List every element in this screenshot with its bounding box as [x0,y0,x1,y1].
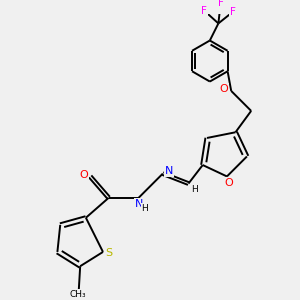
Text: S: S [106,248,113,258]
Text: N: N [165,166,173,176]
Text: O: O [224,178,233,188]
Text: O: O [220,84,229,94]
Text: O: O [80,170,88,180]
Text: H: H [191,185,198,194]
Text: H: H [142,204,148,213]
Text: CH₃: CH₃ [69,290,85,299]
Text: F: F [201,6,207,16]
Text: N: N [135,199,143,209]
Text: F: F [230,7,236,17]
Text: F: F [218,0,224,8]
